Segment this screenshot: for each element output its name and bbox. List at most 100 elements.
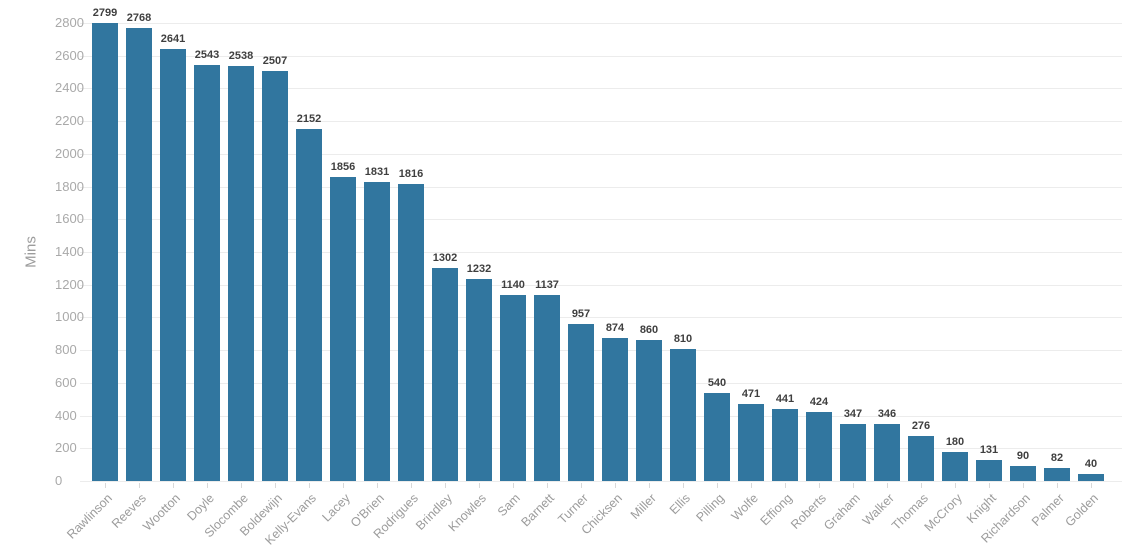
bar[interactable] xyxy=(534,295,560,481)
bar[interactable] xyxy=(330,177,356,481)
x-axis-tickmark xyxy=(105,483,106,488)
y-gridline xyxy=(80,317,1122,319)
bar-value-label: 1232 xyxy=(466,263,492,276)
bar[interactable] xyxy=(228,65,254,481)
y-gridline xyxy=(80,415,1122,417)
bar[interactable] xyxy=(942,451,968,481)
bar-value-label: 2507 xyxy=(262,54,288,67)
x-axis-tickmark xyxy=(479,483,480,488)
y-gridline xyxy=(80,382,1122,384)
bar-value-label: 1831 xyxy=(364,165,390,178)
bar-value-label: 82 xyxy=(1050,451,1064,464)
x-axis-tickmark xyxy=(445,483,446,488)
x-axis-tickmark xyxy=(887,483,888,488)
y-gridline xyxy=(80,121,1122,123)
x-axis-tickmark xyxy=(683,483,684,488)
y-axis-tick-label: 2600 xyxy=(55,47,84,63)
bar[interactable] xyxy=(262,70,288,481)
bar-value-label: 2641 xyxy=(160,33,186,45)
y-axis-tick-label: 2000 xyxy=(55,145,84,161)
bar-value-label: 1816 xyxy=(398,167,424,180)
bar-value-label: 424 xyxy=(809,395,829,408)
x-axis-tickmark xyxy=(819,483,820,488)
bar[interactable] xyxy=(806,411,832,481)
y-gridline xyxy=(80,481,1122,482)
bar[interactable] xyxy=(1010,466,1036,481)
bar-value-label: 1140 xyxy=(501,278,525,291)
bar[interactable] xyxy=(432,268,458,481)
bar[interactable] xyxy=(976,459,1002,481)
y-axis-tick-label: 2200 xyxy=(55,113,84,129)
bar[interactable] xyxy=(840,424,866,481)
bar-value-label: 2768 xyxy=(126,12,152,25)
bar[interactable] xyxy=(296,128,322,481)
bar-value-label: 347 xyxy=(843,408,863,421)
bar[interactable] xyxy=(772,408,798,481)
bar-value-label: 874 xyxy=(605,322,625,335)
x-axis-tickmark xyxy=(513,483,514,488)
bar-value-label: 180 xyxy=(945,435,965,448)
y-gridline xyxy=(80,186,1122,188)
x-axis-tickmark xyxy=(241,483,242,488)
bar[interactable] xyxy=(670,348,696,481)
x-axis-tickmark xyxy=(989,483,990,488)
y-axis-tick-label: 0 xyxy=(55,473,63,488)
x-axis-tickmark xyxy=(309,483,310,488)
bar[interactable] xyxy=(908,435,934,481)
bar[interactable] xyxy=(568,324,594,481)
bar[interactable] xyxy=(364,181,390,481)
x-axis-tickmark xyxy=(343,483,344,488)
y-gridline xyxy=(80,88,1122,90)
bar[interactable] xyxy=(1078,474,1104,481)
x-axis-tickmark xyxy=(411,483,412,488)
x-axis-tickmark xyxy=(139,483,140,488)
x-axis-tickmark xyxy=(581,483,582,488)
bar[interactable] xyxy=(126,28,152,481)
bar[interactable] xyxy=(160,49,186,481)
x-axis-tickmark xyxy=(1091,483,1092,488)
x-axis-tickmark xyxy=(649,483,650,488)
bar[interactable] xyxy=(874,424,900,481)
y-gridline xyxy=(80,55,1122,57)
y-gridline xyxy=(80,350,1122,352)
y-axis-tick-label: 1000 xyxy=(55,309,84,325)
y-gridline xyxy=(80,448,1122,450)
bar-value-label: 441 xyxy=(775,392,795,405)
bar[interactable] xyxy=(602,338,628,481)
bar[interactable] xyxy=(1044,467,1070,481)
bar[interactable] xyxy=(92,23,118,481)
x-axis-tickmark xyxy=(377,483,378,488)
bar-value-label: 346 xyxy=(877,408,897,421)
bar-value-label: 276 xyxy=(911,419,931,432)
y-gridline xyxy=(80,219,1122,221)
y-axis-tick-label: 800 xyxy=(55,342,77,358)
x-axis-tickmark xyxy=(921,483,922,488)
bar[interactable] xyxy=(738,403,764,481)
bar[interactable] xyxy=(500,294,526,481)
bar[interactable] xyxy=(194,65,220,481)
x-axis-tickmark xyxy=(275,483,276,488)
y-axis-tick-label: 600 xyxy=(55,374,77,390)
bar-value-label: 2543 xyxy=(194,49,220,62)
bar[interactable] xyxy=(466,279,492,481)
y-gridline xyxy=(80,23,1122,24)
y-axis-tick-label: 2400 xyxy=(55,80,84,96)
bar-value-label: 540 xyxy=(707,376,727,389)
y-axis-tick-label: 1600 xyxy=(55,211,84,227)
bar-value-label: 1856 xyxy=(330,161,356,174)
bar[interactable] xyxy=(704,392,730,481)
x-axis-tickmark xyxy=(1057,483,1058,488)
bar-value-label: 2799 xyxy=(92,7,118,20)
bar-value-label: 1137 xyxy=(535,279,559,292)
x-axis-tickmark xyxy=(1023,483,1024,488)
bar-value-label: 2152 xyxy=(296,112,322,125)
y-axis-tick-label: 400 xyxy=(55,407,77,423)
y-axis-title: Mins xyxy=(22,236,40,268)
bar[interactable] xyxy=(636,340,662,481)
y-axis-tick-label: 200 xyxy=(55,440,77,456)
bar-value-label: 2538 xyxy=(228,49,254,62)
bar[interactable] xyxy=(398,183,424,481)
y-gridline xyxy=(80,153,1122,155)
y-axis-tick-label: 1800 xyxy=(55,178,84,194)
